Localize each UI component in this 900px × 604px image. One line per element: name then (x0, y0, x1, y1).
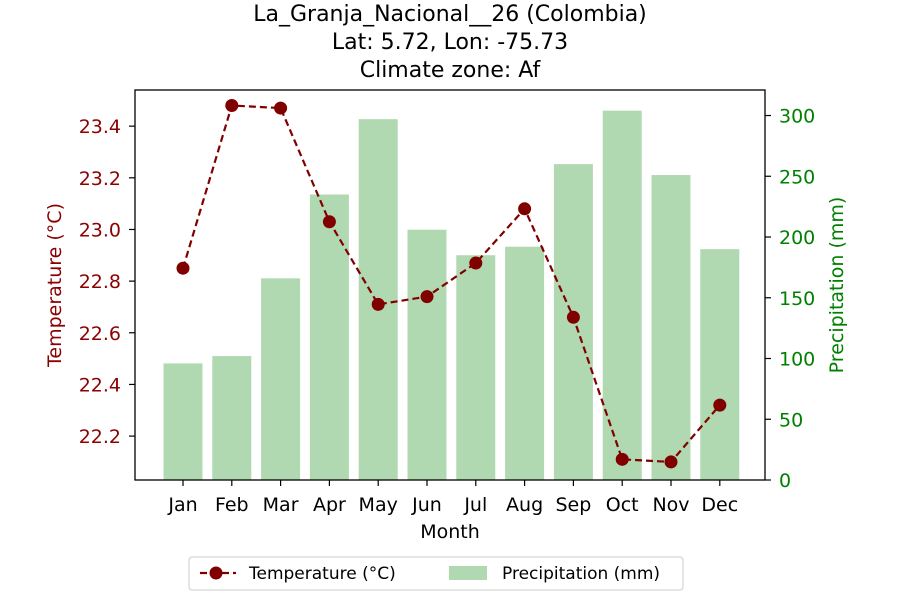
plot-frame (134, 89, 766, 481)
temperature-point-mar (274, 101, 288, 115)
legend-box (188, 556, 684, 591)
x-tick-label: Sep (555, 494, 591, 516)
temperature-point-jan (176, 261, 190, 275)
precipitation-bar-jul (456, 255, 496, 480)
right-tick-label: 150 (779, 288, 815, 310)
temperature-point-oct (615, 452, 629, 466)
x-tick-label: Jun (411, 494, 442, 516)
temperature-point-nov (664, 455, 678, 469)
left-tick-label: 22.8 (79, 271, 121, 293)
left-tick-label: 23.4 (79, 116, 121, 138)
right-axis-ticks: 0 50 100 150 200 250 300 (765, 106, 815, 492)
x-axis-ticks: Jan Feb Mar Apr May Jun Jul Aug Sep Oct Nov Dec (167, 480, 738, 516)
temperature-point-aug (518, 202, 532, 216)
x-tick-label: Jan (167, 494, 197, 516)
right-tick-label: 0 (779, 470, 791, 492)
temperature-point-feb (225, 98, 239, 112)
x-axis-label: Month (420, 521, 480, 543)
right-tick-label: 50 (779, 409, 803, 431)
left-tick-label: 22.4 (79, 374, 121, 396)
precipitation-bar-mar (261, 278, 301, 480)
left-tick-label: 22.2 (79, 426, 121, 448)
left-axis-label: Temperature (°C) (44, 203, 66, 368)
precipitation-bars (163, 110, 740, 481)
temperature-series (176, 98, 727, 469)
temperature-point-sep (566, 310, 580, 324)
precipitation-bar-apr (309, 194, 349, 481)
legend-precipitation-swatch (449, 566, 487, 580)
left-tick-label: 23.2 (79, 168, 121, 190)
temperature-point-dec (713, 398, 727, 412)
x-tick-label: Apr (313, 494, 346, 516)
legend-temperature-marker (209, 566, 223, 580)
legend: Temperature (°C) Precipitation (mm) (188, 556, 684, 591)
temperature-point-apr (322, 215, 336, 229)
precipitation-bar-aug (505, 246, 545, 480)
precipitation-bar-dec (700, 249, 740, 480)
precipitation-bar-jun (407, 229, 447, 480)
right-tick-label: 200 (779, 227, 815, 249)
chart-title-line-1: La_Granja_Nacional__26 (Colombia) (253, 2, 647, 27)
legend-temperature-label: Temperature (°C) (248, 564, 396, 584)
temperature-point-jul (469, 256, 483, 270)
x-tick-label: Oct (606, 494, 639, 516)
left-tick-label: 23.0 (79, 219, 121, 241)
temperature-point-may (371, 297, 385, 311)
chart-title-line-2: Lat: 5.72, Lon: -75.73 (332, 30, 568, 55)
legend-precipitation-label: Precipitation (mm) (502, 564, 660, 584)
x-tick-label: Feb (215, 494, 249, 516)
right-tick-label: 300 (779, 106, 815, 128)
precipitation-bar-nov (651, 175, 691, 480)
right-axis-label: Precipitation (mm) (826, 197, 848, 374)
precipitation-bar-feb (212, 356, 252, 480)
precipitation-bar-jan (163, 363, 203, 480)
left-axis-ticks: 22.2 22.4 22.6 22.8 23.0 23.2 23.4 (79, 116, 135, 448)
left-tick-label: 22.6 (79, 323, 121, 345)
x-tick-label: Nov (652, 494, 689, 516)
x-tick-label: Jul (463, 494, 487, 516)
x-tick-label: Aug (506, 494, 543, 516)
chart-title-line-3: Climate zone: Af (360, 58, 542, 83)
temperature-point-jun (420, 290, 434, 304)
x-tick-label: Mar (263, 494, 299, 516)
right-tick-label: 100 (779, 349, 815, 371)
x-tick-label: May (359, 494, 398, 516)
precipitation-bar-oct (602, 110, 642, 480)
right-tick-label: 250 (779, 166, 815, 188)
temperature-line (181, 104, 721, 464)
x-tick-label: Dec (701, 494, 738, 516)
